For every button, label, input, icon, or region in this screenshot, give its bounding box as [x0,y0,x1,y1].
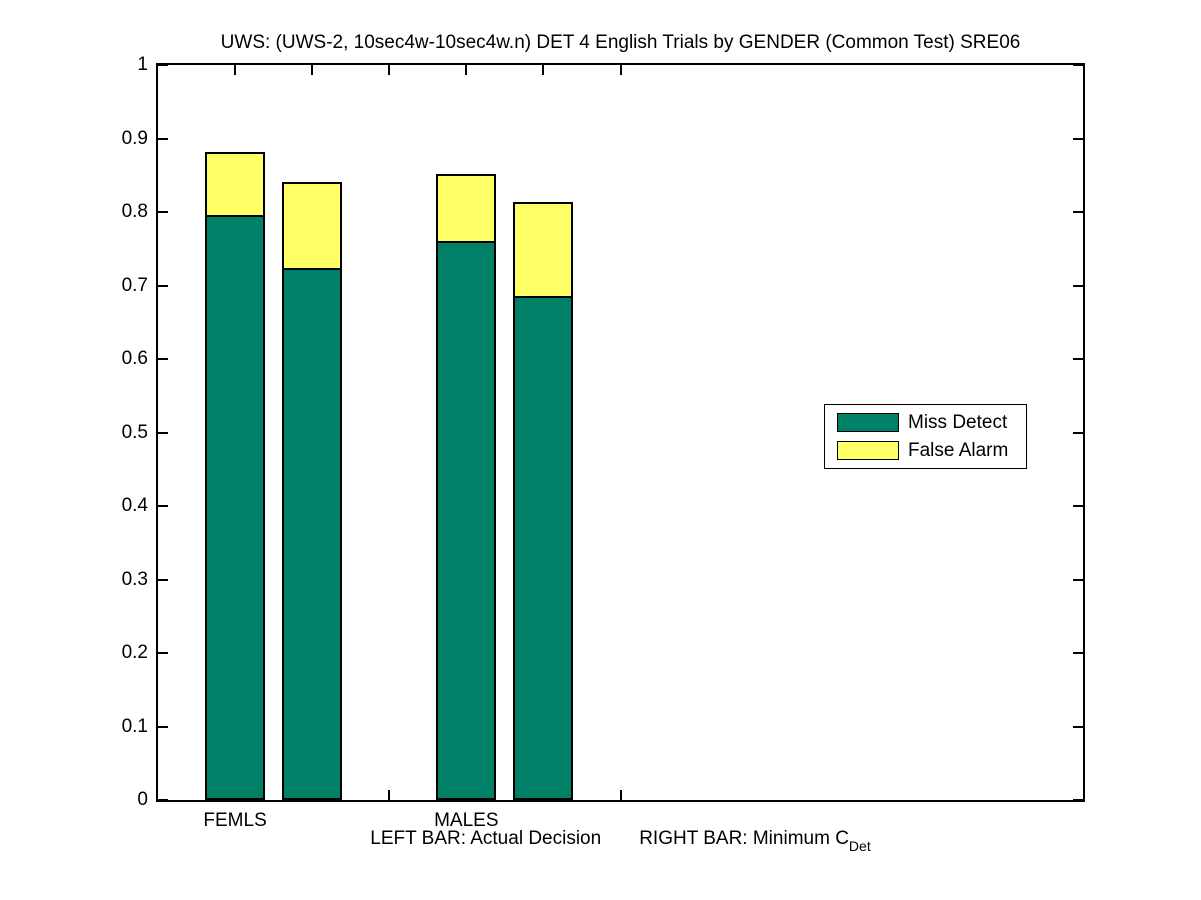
legend-item-false-alarm: False Alarm [837,440,1026,462]
y-tick-right [1073,652,1083,654]
y-tick-left [158,64,168,66]
y-tick-label: 1 [137,54,148,75]
x-tick-bottom [388,790,391,800]
y-tick-label: 0.1 [121,715,148,737]
legend-box: Miss Detect False Alarm [824,404,1027,469]
bar-segment-miss-detect [513,295,574,800]
y-tick-left [158,505,168,507]
y-tick-left [158,284,168,287]
stacked-bar-males [513,201,574,800]
bar-segment-miss-detect [282,267,343,800]
legend-item-miss-detect: Miss Detect [837,412,1026,434]
y-tick-right [1073,284,1083,287]
bar-segment-false-alarm [436,174,497,242]
x-tick-top [388,65,391,75]
y-tick-right [1073,211,1083,213]
y-tick-right [1073,505,1083,507]
bar-segment-false-alarm [282,182,343,268]
y-tick-label: 0.5 [121,421,148,443]
y-tick-label: 0.8 [121,201,148,222]
x-tick-top [234,65,237,75]
x-axis-label-left: LEFT BAR: Actual Decision [370,828,602,849]
legend-label: Miss Detect [908,411,1008,433]
x-axis-label-right: RIGHT BAR: Minimum C [639,828,849,849]
stacked-bar-femls [282,182,343,800]
stacked-bar-femls [205,151,266,800]
stacked-bar-males [436,174,497,800]
bar-segment-miss-detect [436,241,497,800]
x-tick-label: MALES [434,810,499,831]
y-tick-label: 0.6 [121,348,148,369]
y-tick-right [1073,137,1083,140]
x-tick-bottom [619,790,622,800]
y-tick-left [158,578,168,581]
y-tick-left [158,137,168,140]
bar-segment-false-alarm [205,151,266,215]
bar-segment-false-alarm [513,201,574,296]
y-tick-right [1073,799,1083,801]
y-tick-right [1073,725,1083,728]
y-tick-label: 0.7 [121,274,148,296]
y-tick-label: 0 [137,789,148,810]
y-tick-left [158,799,168,801]
x-tick-top [465,65,468,75]
y-tick-label: 0.4 [121,495,148,516]
x-tick-top [619,65,622,75]
y-tick-label: 0.2 [121,642,148,663]
y-tick-right [1073,431,1083,434]
y-tick-left [158,431,168,434]
y-tick-left [158,358,168,360]
chart-title: UWS: (UWS-2, 10sec4w-10sec4w.n) DET 4 En… [220,32,1021,53]
legend-label: False Alarm [908,439,1009,461]
false-alarm-swatch [837,441,899,460]
x-tick-label: FEMLS [203,810,267,831]
y-tick-left [158,725,168,728]
y-tick-right [1073,578,1083,581]
y-tick-left [158,211,168,213]
y-tick-label: 0.3 [121,568,148,590]
x-axis-label-subscript: Det [848,838,871,854]
y-tick-right [1073,64,1083,66]
x-tick-top [542,65,545,75]
y-tick-right [1073,358,1083,360]
miss-detect-swatch [837,413,899,432]
x-axis-label: LEFT BAR: Actual Decision RIGHT BAR: Mini… [156,828,1085,854]
x-tick-top [311,65,314,75]
bar-segment-miss-detect [205,214,266,800]
y-tick-left [158,652,168,654]
y-tick-label: 0.9 [121,127,148,149]
